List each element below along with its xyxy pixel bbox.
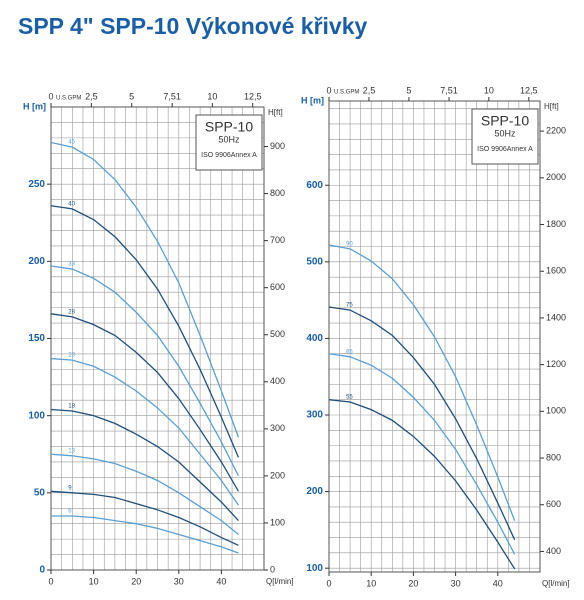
curve-label: 90 — [346, 241, 353, 247]
curve-label: 6 — [68, 509, 72, 515]
x-tick-label: 20 — [408, 578, 418, 588]
y2-tick-label: 1200 — [546, 359, 566, 369]
annotation: SPP-10 — [205, 119, 253, 135]
x2-tick-label: 10 — [484, 85, 494, 95]
curve-label: 13 — [68, 448, 75, 454]
curve — [328, 399, 516, 570]
y2-tick-label: 200 — [270, 470, 285, 480]
curve — [50, 357, 239, 506]
curve — [51, 515, 239, 554]
y-tick-label: 200 — [306, 486, 323, 497]
x-tick-label: 20 — [131, 576, 141, 586]
y-tick-label: 500 — [306, 256, 323, 267]
x2-tick-label: 2,5 — [85, 91, 98, 101]
y-tick-label: 100 — [306, 563, 323, 574]
x2-axis-label: U.S.GPM — [56, 96, 81, 102]
y2-tick-label: 1400 — [546, 312, 566, 322]
legend-box — [471, 108, 539, 165]
curve-label: 65 — [346, 349, 353, 355]
x2-tick-label: 2,5 — [363, 85, 376, 95]
curve-label: 40 — [68, 201, 75, 207]
y-axis-label: H [m] — [23, 101, 46, 111]
x-tick-label: 30 — [451, 578, 461, 588]
annotation: ISO 9906Annex A — [201, 152, 257, 159]
y2-tick-label: 1000 — [546, 406, 566, 416]
x2-tick-label: 0 — [326, 85, 331, 95]
y-tick-label: 600 — [306, 180, 323, 191]
annotation: SPP-10 — [481, 113, 529, 129]
legend-box — [195, 114, 263, 171]
y-tick-label: 50 — [34, 487, 46, 498]
curve-label: 18 — [68, 404, 75, 410]
x-tick-label: 0 — [48, 576, 53, 586]
x-tick-label: 40 — [493, 578, 503, 588]
x-tick-label: 10 — [89, 576, 99, 586]
curve — [50, 408, 239, 522]
curve — [50, 490, 239, 546]
x2-tick-label: 5 — [406, 85, 411, 95]
y2-tick-label: 600 — [270, 282, 285, 292]
curve-label: 55 — [346, 395, 353, 401]
x-tick-label: 30 — [174, 576, 184, 586]
y-axis-label: H [m] — [301, 95, 324, 105]
y2-tick-label: 800 — [270, 188, 285, 198]
y2-tick-label: 800 — [546, 452, 561, 462]
curve-label: 9 — [68, 485, 72, 491]
curve-label: 23 — [68, 353, 75, 359]
x2-tick-label: 0 — [48, 91, 53, 101]
y2-tick-label: 700 — [270, 235, 285, 245]
x-tick-label: 0 — [326, 578, 331, 588]
x2-tick-label: 12,5 — [520, 85, 538, 95]
annotation: 50Hz — [218, 134, 240, 144]
curve-label: 75 — [346, 303, 353, 309]
curve — [50, 205, 240, 458]
y2-axis-label: H[ft] — [268, 108, 283, 117]
y2-tick-label: 500 — [270, 329, 285, 339]
x2-tick-label: 7,51 — [440, 85, 458, 95]
curve — [50, 453, 239, 536]
y-tick-label: 200 — [28, 256, 45, 267]
y2-tick-label: 1800 — [546, 219, 566, 229]
annotation: 50Hz — [494, 128, 516, 138]
y2-tick-label: 100 — [270, 517, 285, 527]
y2-tick-label: 400 — [270, 376, 285, 386]
y2-tick-label: 600 — [546, 499, 561, 509]
y2-tick-label: 2200 — [546, 125, 566, 135]
x-axis-label: Q[l/min] — [542, 579, 570, 588]
y-tick-label: 100 — [28, 410, 45, 421]
x-tick-label: 10 — [366, 578, 376, 588]
y-tick-label: 400 — [306, 333, 323, 344]
curve — [50, 141, 240, 438]
x2-axis-label: U.S.GPM — [334, 90, 359, 96]
curve — [328, 353, 516, 555]
x2-tick-label: 7,51 — [163, 91, 181, 101]
curve — [328, 244, 516, 521]
y2-tick-label: 2000 — [546, 172, 566, 182]
curve-label: 28 — [68, 309, 75, 315]
curve — [50, 313, 240, 492]
y2-tick-label: 400 — [546, 546, 561, 556]
curve-label: 33 — [68, 262, 75, 268]
y2-tick-label: 300 — [270, 423, 285, 433]
x2-tick-label: 5 — [129, 91, 134, 101]
page-title: SPP 4" SPP-10 Výkonové křivky — [18, 13, 367, 39]
y2-tick-label: 900 — [270, 141, 285, 151]
annotation: ISO 9906Annex A — [477, 146, 533, 153]
x2-tick-label: 12,5 — [244, 91, 262, 101]
plot-frame — [328, 100, 541, 573]
y-tick-label: 150 — [28, 333, 45, 344]
y2-axis-label: H[ft] — [544, 102, 559, 111]
y-tick-label: 300 — [306, 410, 323, 421]
x2-tick-label: 10 — [207, 91, 217, 101]
x-tick-label: 40 — [216, 576, 226, 586]
y2-tick-label: 0 — [270, 564, 275, 574]
x-axis-label: Q[l/min] — [266, 577, 294, 586]
y-tick-label: 0 — [39, 565, 45, 576]
y-tick-label: 250 — [28, 179, 45, 190]
curve — [328, 306, 516, 541]
curve-label: 45 — [68, 140, 75, 146]
curve — [50, 265, 240, 477]
y2-tick-label: 1600 — [546, 266, 566, 276]
